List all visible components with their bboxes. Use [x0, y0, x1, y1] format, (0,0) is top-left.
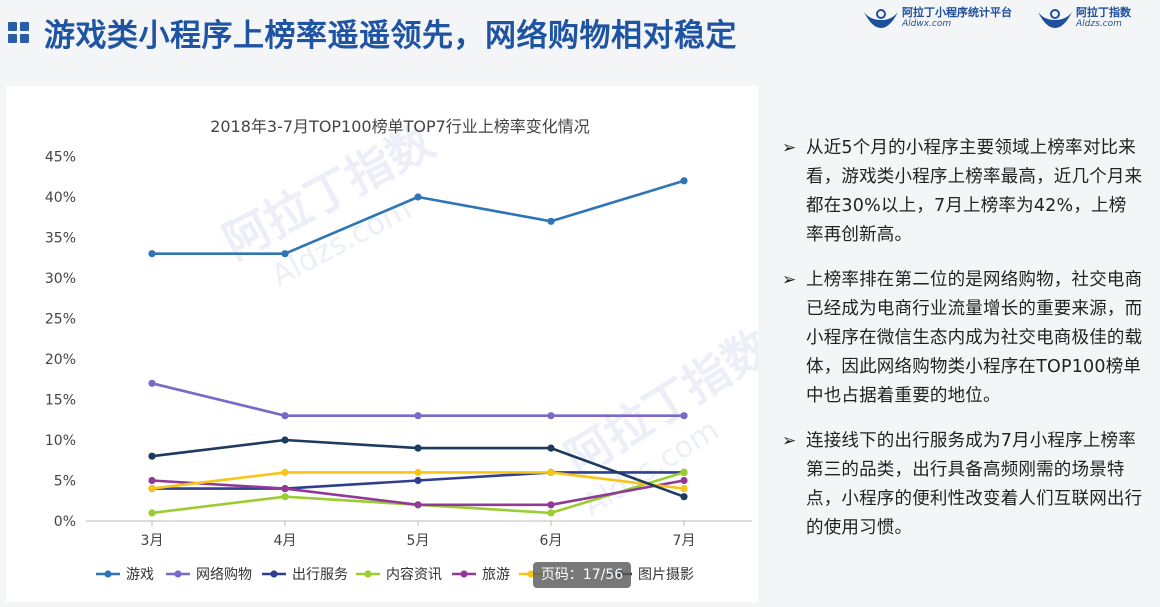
chart-title: 2018年3-7月TOP100榜单TOP7行业上榜率变化情况 — [210, 117, 590, 136]
arrow-bullet-icon: ➢ — [782, 431, 797, 451]
data-point — [281, 436, 289, 444]
logo-url: Aldwx.com — [902, 19, 952, 29]
page-title: 游戏类小程序上榜率遥遥领先，网络购物相对稳定 — [44, 18, 737, 54]
legend-swatch-dot — [527, 570, 535, 578]
aldzs-logo: 阿拉丁指数 Aldzs.com — [1036, 6, 1131, 32]
page-indicator[interactable]: 页码：17/56 — [533, 562, 631, 588]
data-point — [414, 476, 422, 485]
bullet-text: 从近5个月的小程序主要领域上榜率对比来看，游戏类小程序上榜率最高，近几个月来都在… — [806, 138, 1143, 245]
aldwx-logo: 阿拉丁小程序统计平台 Aldwx.com — [862, 6, 1012, 32]
data-point — [148, 250, 156, 258]
x-tick-label: 6月 — [540, 533, 563, 549]
bullet-item: ➢ 上榜率排在第二位的是网络购物，社交电商已经成为电商行业流量增长的重要来源，而… — [782, 266, 1144, 411]
y-tick-label: 25% — [45, 312, 76, 328]
bullet-text: 上榜率排在第二位的是网络购物，社交电商已经成为电商行业流量增长的重要来源，而小程… — [806, 270, 1143, 406]
y-tick-label: 10% — [45, 433, 76, 449]
data-point — [414, 501, 422, 509]
data-point — [148, 509, 156, 517]
y-tick-label: 45% — [45, 150, 76, 166]
data-point — [680, 476, 688, 485]
data-point — [414, 412, 422, 420]
x-tick-label: 3月 — [141, 533, 164, 549]
x-tick-label: 7月 — [673, 533, 696, 549]
logo-name: 阿拉丁小程序统计平台 — [902, 6, 1012, 19]
data-point — [148, 452, 156, 460]
data-point — [547, 217, 555, 225]
bullet-item: ➢ 连接线下的出行服务成为7月小程序上榜率第三的品类，出行具备高频刚需的场景特点… — [782, 427, 1144, 543]
aladdin-lamp-icon — [864, 9, 898, 28]
bullet-item: ➢ 从近5个月的小程序主要领域上榜率对比来看，游戏类小程序上榜率最高，近几个月来… — [782, 134, 1144, 250]
data-point — [414, 444, 422, 452]
aladdin-lamp-icon — [1038, 9, 1072, 28]
legend-label: 旅游 — [482, 567, 510, 583]
y-tick-label: 0% — [54, 514, 76, 530]
slide-header: 游戏类小程序上榜率遥遥领先，网络购物相对稳定 阿拉丁小程序统计平台 Aldwx.… — [0, 0, 1160, 62]
y-tick-label: 30% — [45, 271, 76, 287]
data-point — [547, 468, 555, 476]
data-point — [680, 493, 688, 501]
data-point — [414, 468, 422, 476]
grid-icon — [8, 22, 30, 44]
data-point — [281, 485, 289, 493]
y-tick-label: 35% — [45, 231, 76, 247]
data-point — [680, 412, 688, 420]
data-point — [148, 485, 156, 493]
legend-label: 图片摄影 — [638, 567, 694, 583]
data-point — [281, 412, 289, 420]
data-point — [547, 501, 555, 509]
logo-url: Aldzs.com — [1076, 19, 1122, 29]
data-point — [680, 177, 688, 185]
data-point — [547, 412, 555, 420]
legend-label: 内容资讯 — [386, 566, 442, 583]
y-tick-label: 20% — [45, 352, 76, 368]
logo-name: 阿拉丁指数 — [1076, 6, 1131, 19]
data-point — [281, 493, 289, 501]
data-point — [148, 379, 156, 387]
arrow-bullet-icon: ➢ — [782, 138, 797, 158]
bullet-list: ➢ 从近5个月的小程序主要领域上榜率对比来看，游戏类小程序上榜率最高，近几个月来… — [782, 134, 1144, 559]
y-tick-label: 15% — [45, 393, 76, 409]
legend-swatch-dot — [364, 570, 372, 578]
data-point — [680, 468, 688, 476]
data-point — [148, 476, 156, 485]
legend-label: 出行服务 — [292, 567, 348, 583]
data-point — [680, 485, 688, 493]
legend-swatch-dot — [270, 570, 278, 578]
bullet-text: 连接线下的出行服务成为7月小程序上榜率第三的品类，出行具备高频刚需的场景特点，小… — [806, 431, 1143, 538]
legend-label: 游戏 — [126, 567, 154, 583]
y-tick-label: 40% — [45, 190, 76, 206]
data-point — [414, 193, 422, 201]
x-tick-label: 5月 — [407, 533, 430, 549]
arrow-bullet-icon: ➢ — [782, 270, 797, 290]
data-point — [281, 468, 289, 476]
legend-swatch-dot — [174, 570, 182, 578]
legend-swatch-dot — [104, 570, 112, 578]
data-point — [281, 250, 289, 258]
legend-swatch-dot — [460, 570, 468, 578]
chart-panel: 阿拉丁指数 Aldzs.com 阿拉丁指数 Aldzs.com 2018年3-7月TOP… — [6, 86, 779, 602]
legend-label: 网络购物 — [196, 567, 252, 583]
data-point — [547, 444, 555, 452]
y-tick-label: 5% — [54, 474, 76, 490]
x-tick-label: 4月 — [274, 533, 297, 549]
line-chart: 阿拉丁指数Aldzs.com阿拉丁指数Aldzs.com2018年3-7月TOP… — [45, 114, 779, 583]
data-point — [547, 509, 555, 517]
